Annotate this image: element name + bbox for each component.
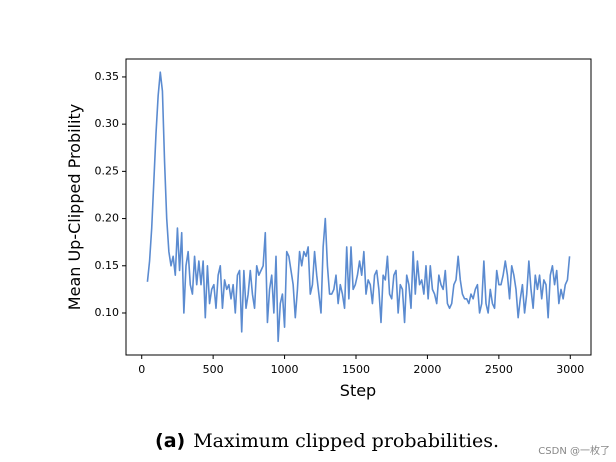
- y-tick-label: 0.35: [95, 70, 120, 83]
- x-axis-label: Step: [340, 381, 376, 400]
- x-tick-label: 0: [138, 363, 145, 376]
- caption-text: Maximum clipped probabilities.: [193, 430, 499, 452]
- x-tick-label: 3000: [556, 363, 584, 376]
- data-line: [146, 71, 571, 343]
- x-tick-label: 500: [203, 363, 224, 376]
- caption: (a) Maximum clipped probabilities.: [155, 430, 499, 452]
- y-tick-label: 0.10: [95, 306, 120, 319]
- caption-label: (a): [155, 430, 185, 452]
- watermark: CSDN @一枚了: [538, 444, 610, 457]
- y-axis-label: Mean Up-Clipped Probility: [65, 104, 84, 310]
- x-tick-label: 1500: [342, 363, 370, 376]
- x-tick-label: 1000: [271, 363, 299, 376]
- y-tick-label: 0.20: [95, 212, 120, 225]
- y-tick-label: 0.15: [95, 259, 120, 272]
- y-tick-label: 0.25: [95, 164, 120, 177]
- x-tick-label: 2500: [485, 363, 513, 376]
- y-tick-label: 0.30: [95, 117, 120, 130]
- x-tick-label: 2000: [413, 363, 441, 376]
- plot-frame: [125, 58, 592, 356]
